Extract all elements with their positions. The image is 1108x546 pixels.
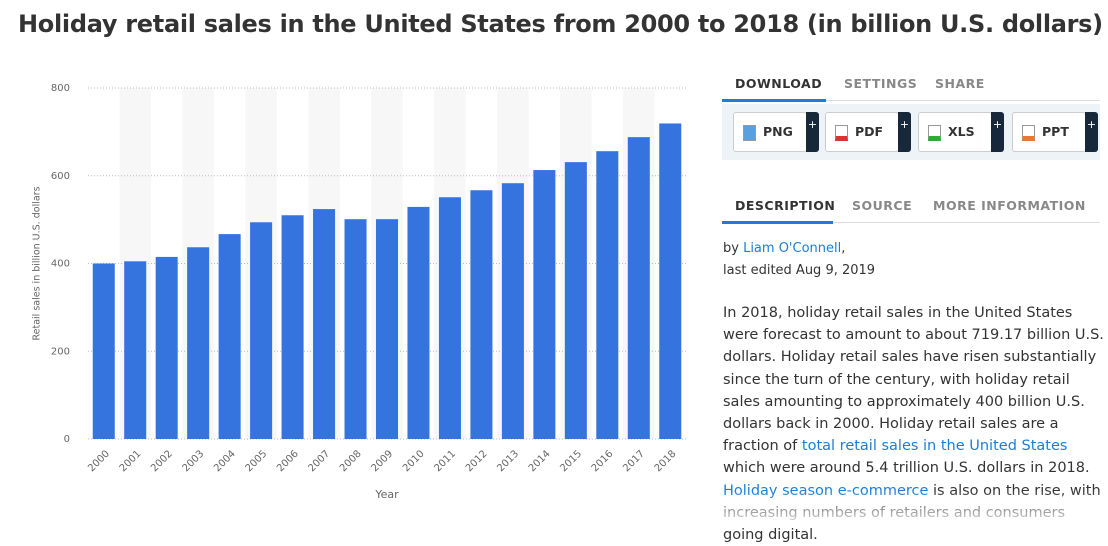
- bar: [564, 162, 587, 439]
- y-tick-label: 800: [51, 83, 70, 94]
- x-tick-label: 2016: [590, 448, 616, 474]
- bar: [124, 261, 147, 439]
- y-tick-label: 400: [51, 259, 70, 270]
- active-underline: [722, 221, 833, 224]
- download-button[interactable]: PPT +: [1012, 112, 1098, 152]
- x-tick-label: 2018: [653, 448, 679, 474]
- bar: [438, 197, 461, 439]
- author-link[interactable]: Liam O'Connell: [743, 241, 842, 256]
- page-title: Holiday retail sales in the United State…: [18, 10, 1103, 38]
- icon: [835, 125, 848, 141]
- text: In 2018, holiday retail sales in the Uni…: [723, 305, 1104, 455]
- x-tick-label: 2009: [369, 448, 395, 474]
- download-button[interactable]: PDF +: [825, 112, 911, 152]
- x-tick-label: 2011: [432, 448, 458, 474]
- x-tick-label: 2012: [464, 448, 490, 474]
- x-tick-label: 2003: [181, 448, 207, 474]
- download-tabs: DOWNLOAD SETTINGS SHARE: [722, 70, 1100, 102]
- x-tick-label: 2005: [244, 448, 270, 474]
- x-tick-label: 2010: [401, 448, 427, 474]
- tab[interactable]: DOWNLOAD: [735, 76, 823, 91]
- edited: last edited Aug 9, 2019: [723, 263, 876, 278]
- x-tick-label: 2007: [307, 448, 333, 474]
- bar: [155, 256, 178, 439]
- bar: [501, 183, 524, 439]
- icon: [1022, 125, 1035, 141]
- plus[interactable]: +: [1085, 112, 1098, 152]
- y-tick-label: 0: [64, 434, 70, 445]
- tab[interactable]: SOURCE: [852, 198, 913, 213]
- bar: [627, 137, 650, 439]
- byline-text: ,: [841, 241, 846, 256]
- bar: [92, 263, 115, 439]
- fade: [720, 490, 1108, 524]
- bar: [596, 151, 619, 439]
- active-underline: [722, 99, 826, 102]
- bar: [407, 206, 430, 439]
- tab[interactable]: SHARE: [935, 76, 985, 91]
- button-label: XLS: [948, 124, 975, 139]
- x-tick-label: 2000: [86, 448, 112, 474]
- x-axis-label: Year: [374, 488, 399, 501]
- x-tick-label: 2013: [495, 448, 521, 474]
- download-button[interactable]: XLS +: [918, 112, 1004, 152]
- bar: [250, 222, 273, 439]
- link[interactable]: total retail sales in the United States: [801, 438, 1068, 455]
- bar: [470, 190, 493, 439]
- x-tick-label: 2001: [118, 448, 144, 474]
- bar: [344, 219, 367, 439]
- x-tick-label: 2002: [149, 448, 175, 474]
- bar: [218, 234, 241, 439]
- description: In 2018, holiday retail sales in the Uni…: [723, 302, 1105, 546]
- tab[interactable]: MORE INFORMATION: [933, 198, 1086, 213]
- plus[interactable]: +: [898, 112, 911, 152]
- bar: [187, 247, 210, 439]
- x-tick-label: 2017: [621, 448, 647, 474]
- y-tick-label: 600: [51, 171, 70, 182]
- button-label: PDF: [855, 124, 884, 139]
- tab[interactable]: SETTINGS: [844, 76, 918, 91]
- tab[interactable]: DESCRIPTION: [735, 198, 836, 213]
- bar: [659, 123, 682, 439]
- plus[interactable]: +: [806, 112, 819, 152]
- bar: [313, 209, 336, 439]
- button-label: PNG: [763, 124, 793, 139]
- bar: [375, 219, 399, 439]
- text: which were around 5.4 trillion U.S. doll…: [723, 460, 1090, 477]
- x-tick-label: 2004: [212, 448, 238, 474]
- download-button[interactable]: PNG +: [733, 112, 819, 152]
- byline: by Liam O'Connell, last edited Aug 9, 201…: [723, 238, 875, 282]
- info-tabs: DESCRIPTION SOURCE MORE INFORMATION: [722, 192, 1100, 224]
- x-tick-label: 2014: [527, 448, 553, 474]
- icon: [743, 125, 756, 141]
- button-label: PPT: [1042, 124, 1069, 139]
- x-tick-label: 2006: [275, 448, 301, 474]
- bar: [281, 215, 304, 439]
- bar: [533, 170, 556, 439]
- byline-text: by: [723, 241, 744, 256]
- x-tick-label: 2015: [558, 448, 584, 474]
- y-tick-label: 200: [51, 346, 70, 357]
- x-tick-label: 2008: [338, 448, 364, 474]
- y-axis-label: Retail sales in billion U.S. dollars: [32, 186, 43, 340]
- icon: [928, 125, 941, 141]
- plus[interactable]: +: [991, 112, 1004, 152]
- download-panel: PNG + PDF + XLS + PPT +: [722, 104, 1100, 160]
- page: Holiday retail sales in the United State…: [18, 10, 1108, 544]
